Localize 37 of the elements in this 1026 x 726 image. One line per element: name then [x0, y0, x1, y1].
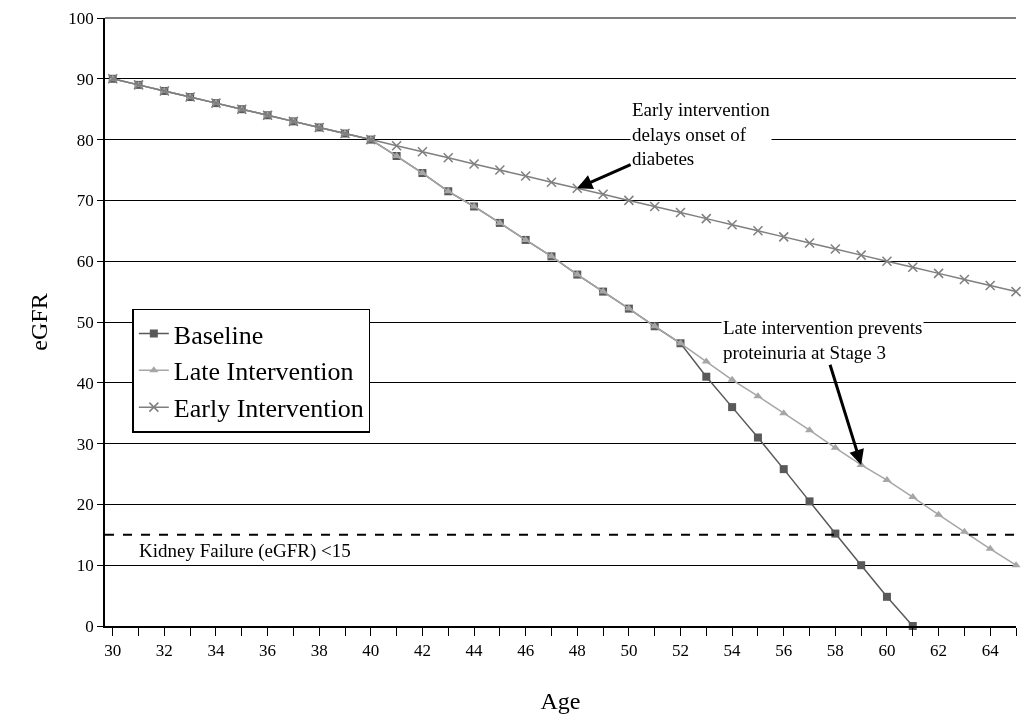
- x-tick-label: 30: [104, 641, 122, 661]
- y-axis-title: eGFR: [25, 293, 52, 351]
- x-tick-label: 64: [981, 641, 1000, 661]
- x-tick-label: 38: [310, 641, 328, 661]
- x-axis-title: Age: [540, 687, 581, 714]
- x-tick-label: 48: [568, 641, 586, 661]
- ref-line-label: Kidney Failure (eGFR) <15: [139, 540, 351, 562]
- y-tick-label: 80: [76, 130, 94, 150]
- x-tick-label: 54: [723, 641, 742, 661]
- legend-label: Baseline: [173, 320, 264, 350]
- x-tick-label: 62: [930, 641, 948, 661]
- x-tick-label: 50: [620, 641, 638, 661]
- x-tick-label: 34: [207, 641, 225, 661]
- legend-label: Late Intervention: [173, 357, 354, 387]
- y-tick-label: 50: [76, 312, 94, 332]
- y-tick-label: 100: [68, 8, 94, 28]
- y-tick-label: 70: [76, 191, 94, 211]
- x-tick-label: 42: [413, 641, 431, 661]
- y-tick-label: 60: [76, 252, 94, 272]
- annotation: Early intervention delays onset of diabetes: [632, 99, 771, 170]
- x-tick-label: 52: [672, 641, 689, 661]
- x-tick-label: 40: [362, 641, 380, 661]
- x-tick-label: 36: [259, 641, 277, 661]
- x-tick-label: 46: [517, 641, 535, 661]
- y-tick-label: 40: [76, 373, 94, 393]
- y-tick-label: 0: [85, 616, 94, 636]
- y-tick-label: 90: [76, 69, 94, 89]
- y-tick-label: 20: [76, 495, 94, 515]
- annotation: Late intervention prevents proteinuria at Stage 3: [723, 317, 923, 363]
- x-tick-label: 60: [878, 641, 896, 661]
- x-tick-label: 56: [775, 641, 793, 661]
- y-tick-label: 10: [76, 556, 94, 576]
- x-tick-label: 32: [155, 641, 173, 661]
- x-tick-label: 44: [465, 641, 484, 661]
- y-tick-label: 30: [76, 434, 94, 454]
- x-tick-label: 58: [826, 641, 844, 661]
- legend-label: Early Intervention: [173, 394, 364, 424]
